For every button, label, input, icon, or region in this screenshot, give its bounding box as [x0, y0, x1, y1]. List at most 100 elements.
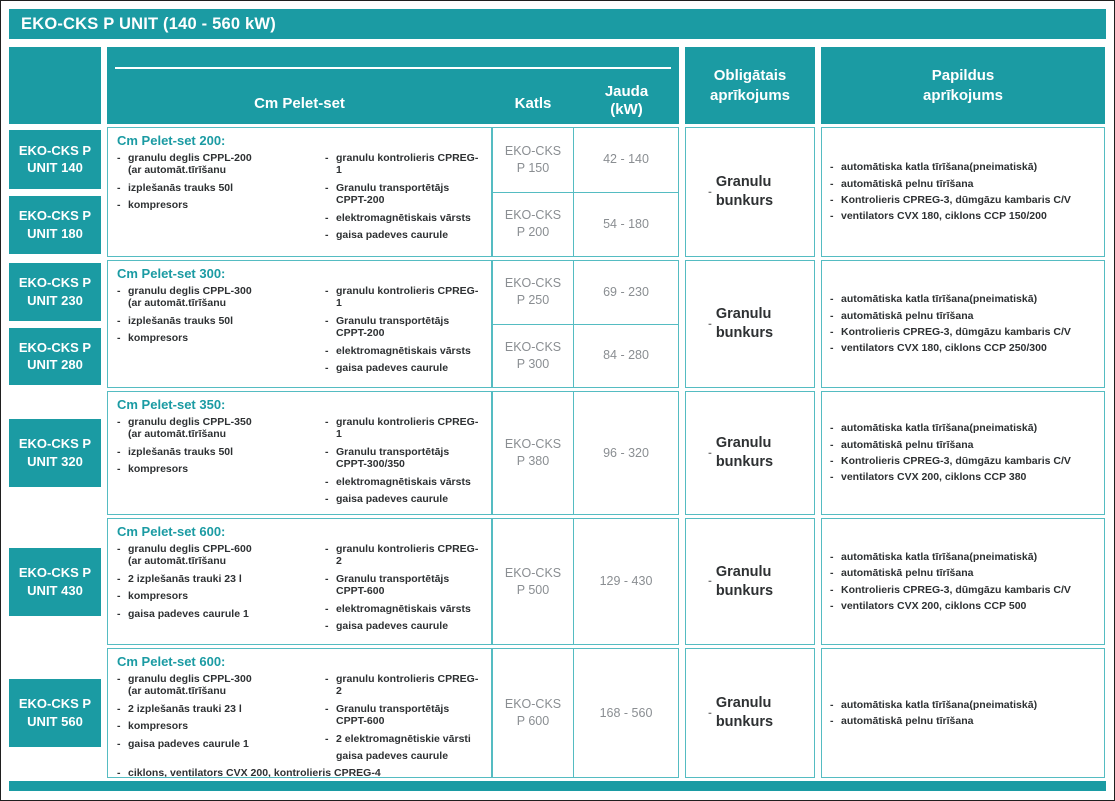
dash-marker: - — [117, 445, 121, 458]
dash-marker: - — [325, 702, 329, 715]
table-row: EKO-CKS P UNIT 320 Cm Pelet-set 350: - gr… — [9, 391, 1106, 515]
pelet-set-item: - Granulu transportētājs CPPT-200 — [325, 315, 482, 340]
main-header-band: Cm Pelet-set Katls Jauda (kW) — [107, 47, 679, 124]
unit-badge-cell: EKO-CKS P UNIT 560 — [9, 648, 101, 778]
table-row: EKO-CKS P UNIT 430 Cm Pelet-set 600: - gr… — [9, 518, 1106, 645]
column-header-katls: Katls — [514, 95, 552, 113]
unit-badge-cell: EKO-CKS P UNIT 320 — [9, 391, 101, 515]
mandatory-equipment-label: Granulu bunkurs — [715, 306, 774, 341]
item-text: gaisa padeves caurule 1 — [128, 607, 249, 620]
pelet-set-cell: Cm Pelet-set 200: - granulu deglis CPPL-2… — [107, 127, 492, 257]
dash-marker: - — [117, 199, 121, 212]
item-text: elektromagnētiskais vārsts — [336, 344, 471, 357]
column-header-obligatais: Obligātais aprīkojums — [685, 47, 815, 124]
pelet-set-right-list: - granulu kontrolieris CPREG-2- Granulu tr… — [325, 543, 482, 640]
item-text: automātiskā pelnu tīrīšana — [841, 715, 974, 727]
pelet-set-item: - granulu deglis CPPL-300 (ar automāt.tīr… — [117, 285, 325, 310]
item-text: automātiskā pelnu tīrīšana — [841, 177, 974, 190]
pelet-set-left-list: - granulu deglis CPPL-600 (ar automāt.tīr… — [117, 543, 325, 640]
item-text: ventilators CVX 180, ciklons CCP 150/200 — [841, 210, 1047, 223]
dash-marker: - — [830, 194, 834, 206]
optional-equipment-item: - Kontrolieris CPREG-3, dūmgāzu kambaris … — [830, 326, 1096, 338]
dash-marker: - — [117, 607, 121, 620]
pelet-set-columns: - granulu deglis CPPL-600 (ar automāt.tīr… — [117, 543, 482, 640]
mandatory-equipment-label: Granulu bunkurs — [715, 174, 774, 209]
pelet-set-item: - elektromagnētiskais vārsts — [325, 603, 482, 615]
pelet-set-item: - gaisa padeves caurule — [325, 620, 482, 632]
item-text: gaisa padeves caurule — [336, 228, 449, 241]
item-text: Kontrolieris CPREG-3, dūmgāzu kambaris C… — [841, 583, 1071, 596]
dash-marker: - — [325, 228, 329, 241]
mandatory-equipment: - Granulu bunkurs — [708, 434, 792, 472]
dash-marker: - — [117, 737, 121, 750]
optional-equipment-cell: - automātiska katla tīrīšana(pneimatiskā)… — [821, 127, 1105, 257]
item-text: 2 elektromagnētiskie vārsti — [336, 732, 471, 745]
item-text: Granulu transportētājs CPPT-300/350 — [336, 445, 450, 471]
item-text: kompresors — [128, 199, 189, 212]
dash-marker: - — [830, 550, 834, 563]
unit-badge: EKO-CKS P UNIT 430 — [9, 547, 101, 616]
item-text: granulu deglis CPPL-600 (ar automāt.tīrī… — [128, 543, 252, 568]
unit-badge: EKO-CKS P UNIT 180 — [9, 195, 101, 254]
optional-equipment-item: - ventilators CVX 200, ciklons CCP 380 — [830, 471, 1096, 483]
column-header-pelet-set: Cm Pelet-set — [254, 95, 345, 113]
item-text: Granulu transportētājs CPPT-600 — [336, 702, 450, 728]
unit-badge-cell: EKO-CKS P UNIT 140 EKO-CKS P UNIT 180 — [9, 127, 101, 257]
item-text: 2 izplešanās trauki 23 l — [128, 702, 242, 715]
pelet-set-item: - granulu deglis CPPL-600 (ar automāt.tīr… — [117, 543, 325, 568]
item-text: gaisa padeves caurule — [336, 492, 449, 505]
pelet-set-right-list: - granulu kontrolieris CPREG-1- Granulu tr… — [325, 285, 482, 383]
dash-marker: - — [830, 471, 834, 484]
dash-marker: - — [117, 673, 121, 685]
dash-marker: - — [325, 361, 329, 374]
item-text: gaisa padeves caurule 1 — [128, 737, 249, 750]
pelet-set-item: - kompresors — [117, 590, 325, 602]
pelet-set-title: Cm Pelet-set 350: — [117, 397, 226, 412]
dash-marker: - — [325, 602, 329, 615]
dash-marker: - — [117, 152, 121, 164]
unit-badge: EKO-CKS P UNIT 280 — [9, 327, 101, 385]
item-text: granulu kontrolieris CPREG-1 — [336, 416, 479, 441]
item-text: kompresors — [128, 590, 189, 603]
dash-marker: - — [325, 181, 329, 194]
item-text: automātiska katla tīrīšana(pneimatiskā) — [841, 293, 1038, 306]
dash-marker: - — [325, 152, 329, 164]
dash-marker: - — [325, 492, 329, 505]
dash-marker: - — [708, 317, 712, 330]
optional-equipment-cell: - automātiska katla tīrīšana(pneimatiskā)… — [821, 518, 1105, 645]
table-row: EKO-CKS P UNIT 140 EKO-CKS P UNIT 180 Cm … — [9, 127, 1106, 257]
unit-badge-cell: EKO-CKS P UNIT 230 EKO-CKS P UNIT 280 — [9, 260, 101, 388]
mandatory-equipment: - Granulu bunkurs — [708, 305, 792, 343]
power-range-cell: 96 - 320 — [574, 391, 679, 515]
boiler-model: EKO-CKS P 200 — [493, 191, 573, 257]
item-text: elektromagnētiskais vārsts — [336, 211, 471, 224]
power-range: 96 - 320 — [603, 445, 649, 460]
unit-badge-cell: EKO-CKS P UNIT 430 — [9, 518, 101, 645]
pelet-set-cell: Cm Pelet-set 600: - granulu deglis CPPL-6… — [107, 518, 492, 645]
item-text: automātiska katla tīrīšana(pneimatiskā) — [841, 698, 1038, 711]
dash-marker: - — [117, 720, 121, 733]
optional-equipment-item: - ventilators CVX 200, ciklons CCP 500 — [830, 600, 1096, 612]
pelet-set-cell: Cm Pelet-set 600: - granulu deglis CPPL-3… — [107, 648, 492, 778]
boiler-model-cell: EKO-CKS P 600 — [492, 648, 574, 778]
pelet-set-item: -2 izplešanās trauki 23 l — [117, 573, 325, 585]
dash-marker: - — [830, 422, 834, 435]
optional-equipment-item: - automātiskā pelnu tīrīšana — [830, 178, 1096, 190]
dash-marker: - — [325, 344, 329, 357]
dash-marker: - — [117, 285, 121, 297]
dash-marker: - — [325, 285, 329, 297]
pelet-set-item: - Granulu transportētājs CPPT-600 — [325, 703, 482, 728]
dash-marker: - — [325, 572, 329, 585]
pelet-set-item: - granulu deglis CPPL-300 (ar automāt.tīr… — [117, 673, 325, 698]
item-text: granulu deglis CPPL-300 (ar automāt.tīrī… — [128, 673, 252, 698]
pelet-set-item: - ciklons, ventilators CVX 200, kontrolie… — [117, 767, 482, 778]
item-text: Kontrolieris CPREG-3, dūmgāzu kambaris C… — [841, 326, 1071, 338]
item-text: automātiskā pelnu tīrīšana — [841, 309, 974, 322]
dash-marker: - — [830, 715, 834, 727]
dash-marker: - — [117, 767, 121, 778]
dash-marker: - — [708, 185, 712, 198]
item-text: Granulu transportētājs CPPT-200 — [336, 181, 450, 207]
pelet-set-cell: Cm Pelet-set 350: - granulu deglis CPPL-3… — [107, 391, 492, 515]
item-text: izplešanās trauks 50l — [128, 445, 234, 458]
pelet-set-title: Cm Pelet-set 300: — [117, 266, 226, 281]
